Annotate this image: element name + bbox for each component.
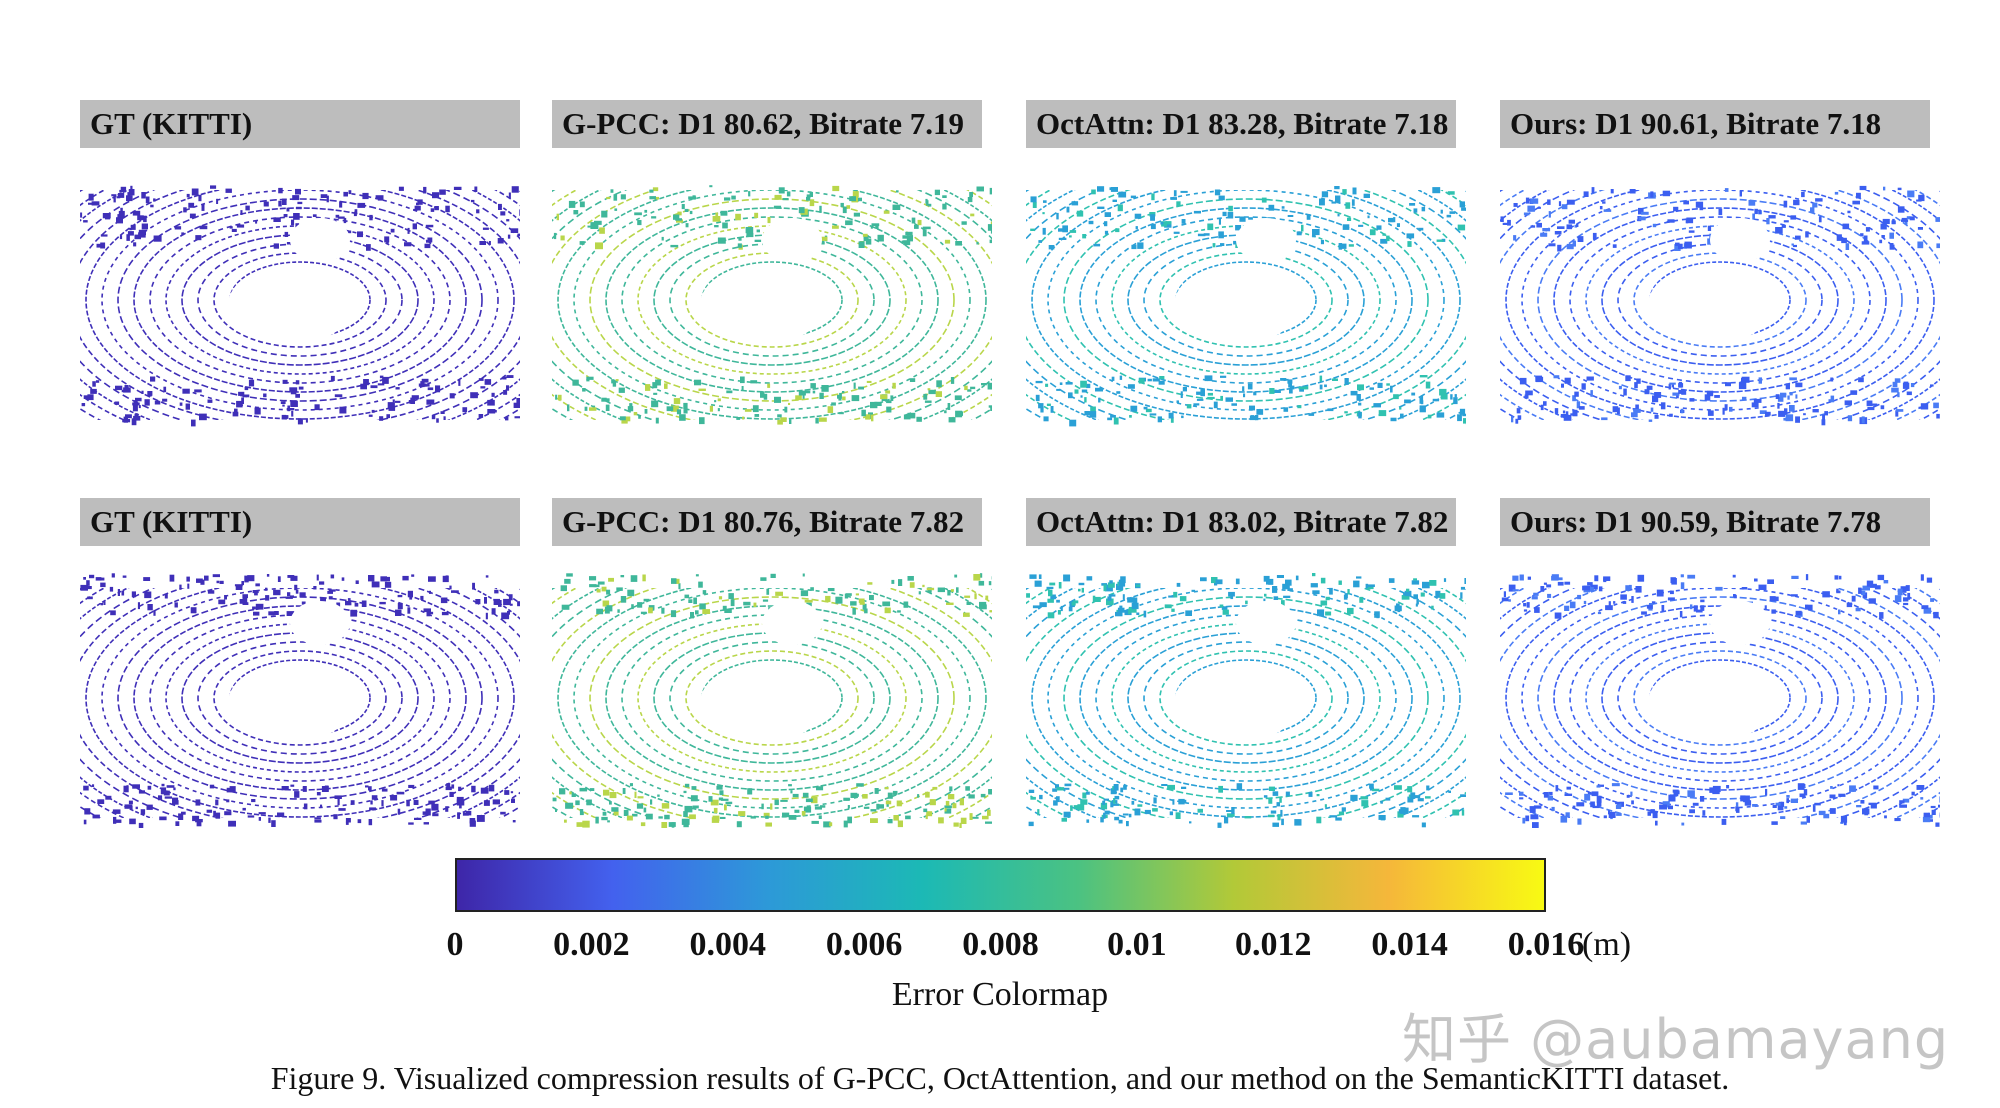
panel-r1-c2: G-PCC: D1 80.62, Bitrate 7.19: [552, 100, 992, 440]
colorbar-tick-label: 0: [446, 926, 464, 963]
colorbar-tick-label: 0.01: [1107, 926, 1167, 963]
colorbar-tick-label: 0.012: [1235, 926, 1312, 963]
panel-r1-c4: Ours: D1 90.61, Bitrate 7.18: [1500, 100, 1940, 440]
colorbar-tick-label: 0.016: [1507, 926, 1585, 963]
panel-label: Ours: D1 90.59, Bitrate 7.78: [1500, 498, 1930, 546]
point-cloud-image: [1500, 170, 1940, 430]
colorbar-tick-label: 0.008: [962, 926, 1039, 963]
point-cloud-image: [1026, 170, 1466, 430]
panel-r2-c2: G-PCC: D1 80.76, Bitrate 7.82: [552, 498, 992, 838]
point-cloud-image: [1026, 568, 1466, 828]
colorbar-tick-label: 0.014: [1371, 926, 1448, 963]
panel-r1-c1: GT (KITTI): [80, 100, 520, 440]
panel-r2-c3: OctAttn: D1 83.02, Bitrate 7.82: [1026, 498, 1466, 838]
point-cloud-image: [552, 170, 992, 430]
panel-r2-c4: Ours: D1 90.59, Bitrate 7.78: [1500, 498, 1940, 838]
panel-label: OctAttn: D1 83.28, Bitrate 7.18: [1026, 100, 1456, 148]
panel-r2-c1: GT (KITTI): [80, 498, 520, 838]
colorbar-unit: (m): [1582, 926, 1632, 963]
panel-label: Ours: D1 90.61, Bitrate 7.18: [1500, 100, 1930, 148]
colorbar-tick-label: 0.004: [689, 926, 767, 963]
point-cloud-image: [80, 568, 520, 828]
colorbar-title: Error Colormap: [891, 976, 1109, 1013]
panel-label: GT (KITTI): [80, 498, 520, 546]
point-cloud-image: [552, 568, 992, 828]
point-cloud-image: [80, 170, 520, 430]
panel-label: G-PCC: D1 80.62, Bitrate 7.19: [552, 100, 982, 148]
colorbar-tick-label: 0.002: [553, 926, 630, 963]
colorbar-tick-label: 0.006: [825, 926, 903, 963]
watermark: 知乎 @aubamayang: [1402, 1008, 1950, 1071]
panel-label: OctAttn: D1 83.02, Bitrate 7.82: [1026, 498, 1456, 546]
figure-grid: GT (KITTI) G-PCC: D1 80.62, Bitrate 7.19 O…: [80, 100, 1940, 838]
panel-label: GT (KITTI): [80, 100, 520, 148]
point-cloud-image: [1500, 568, 1940, 828]
figure-caption: Figure 9. Visualized compression results…: [270, 1060, 1730, 1096]
error-colorbar: [455, 858, 1546, 912]
panel-r1-c3: OctAttn: D1 83.28, Bitrate 7.18: [1026, 100, 1466, 440]
panel-label: G-PCC: D1 80.76, Bitrate 7.82: [552, 498, 982, 546]
